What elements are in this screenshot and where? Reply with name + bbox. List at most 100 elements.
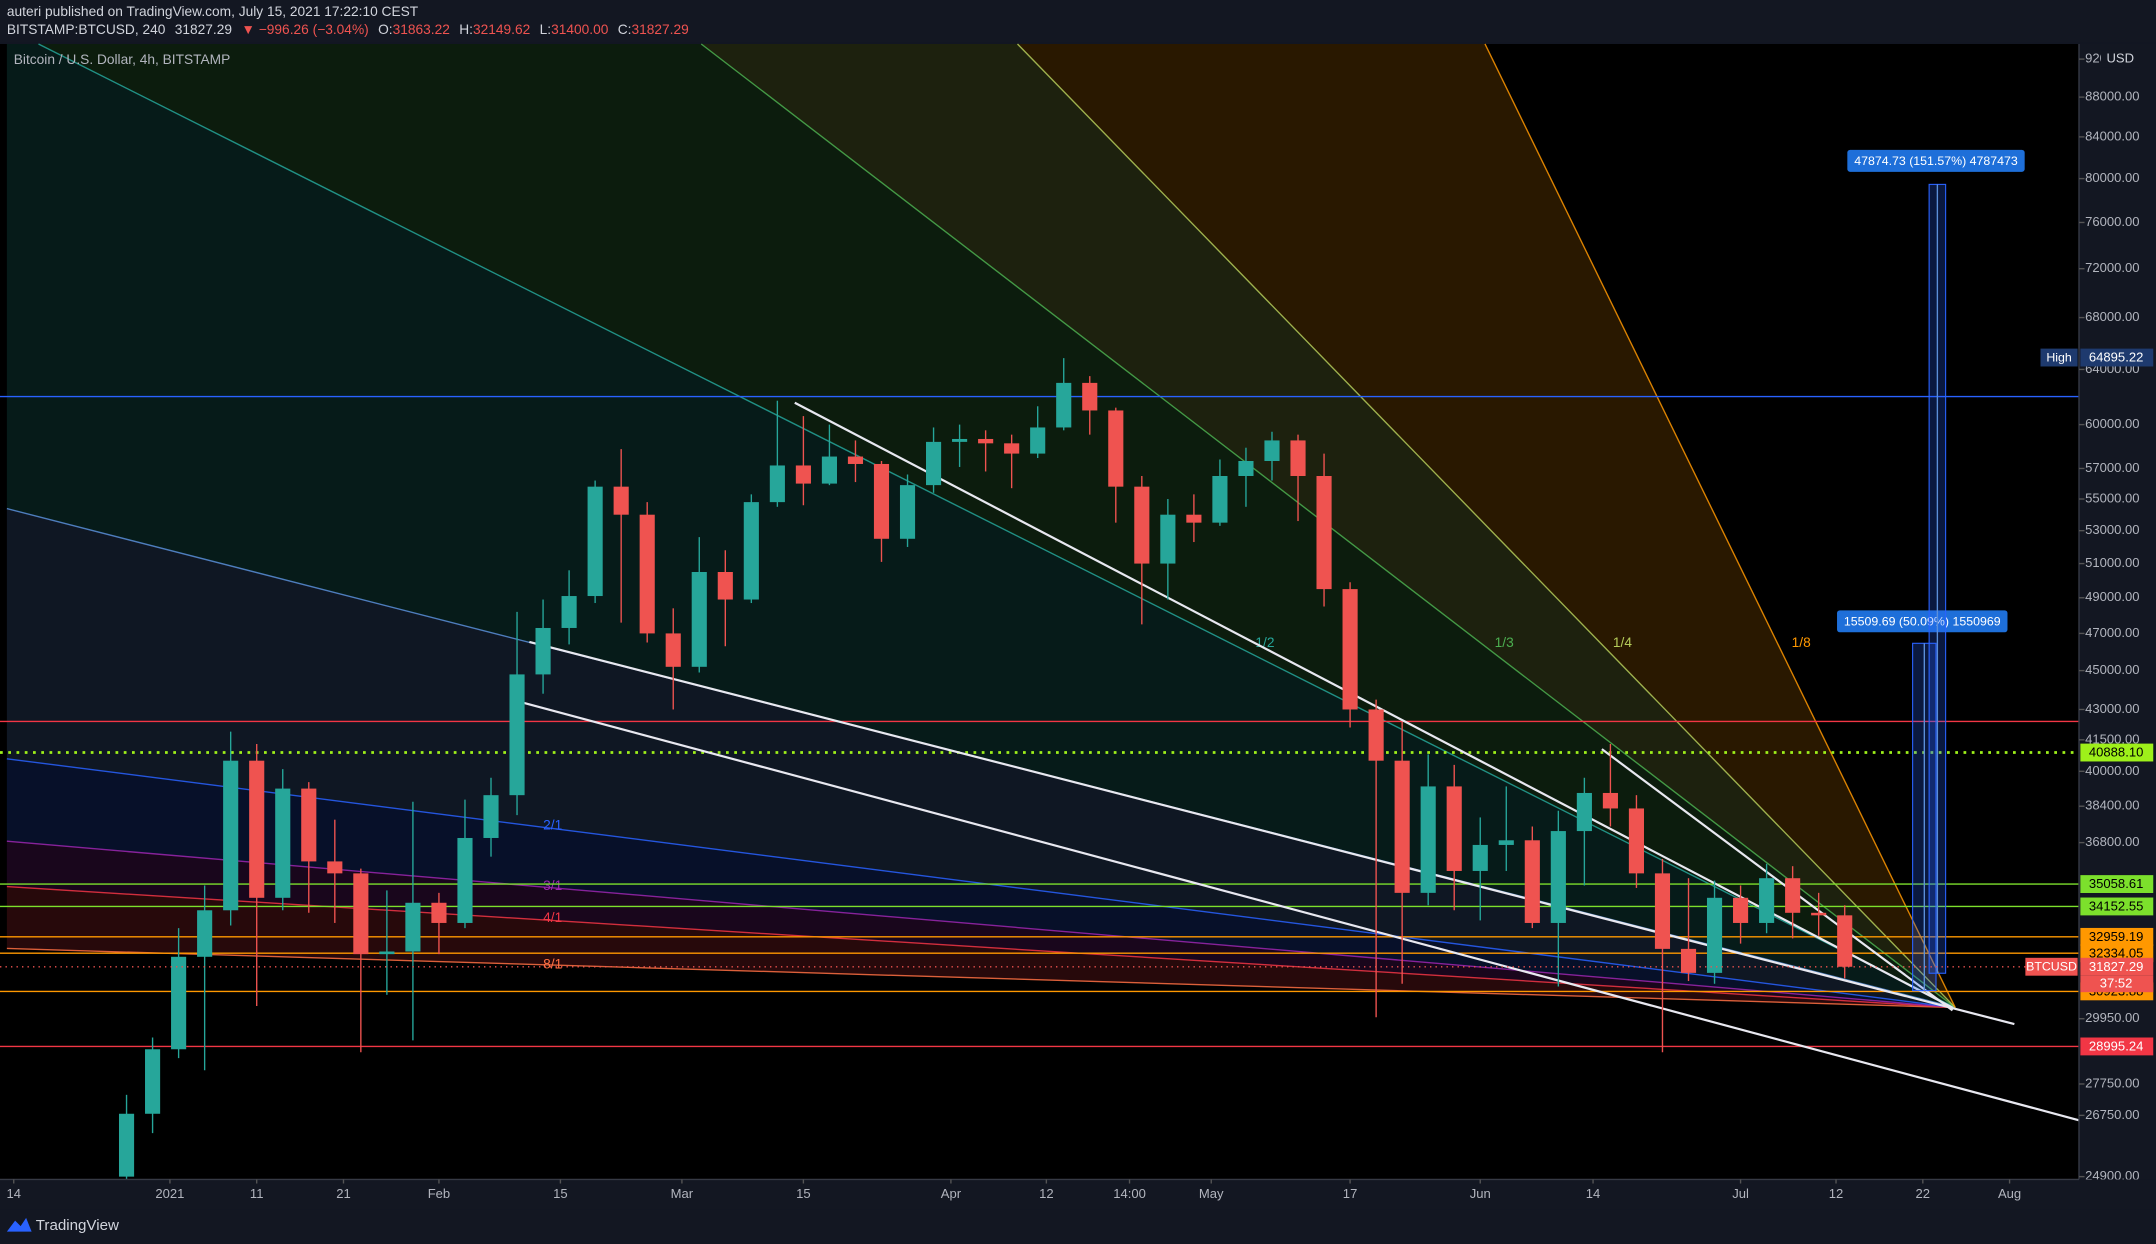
candle-body xyxy=(1004,443,1020,454)
fan-label: 1/3 xyxy=(1495,635,1514,650)
candle-body xyxy=(1056,382,1072,428)
x-tick-label: 2021 xyxy=(155,1186,184,1201)
candle-body xyxy=(795,465,811,484)
candle-body xyxy=(1524,840,1540,923)
y-tick-label: 88000.00 xyxy=(2085,89,2139,104)
high-name-bg xyxy=(2040,348,2078,367)
y-tick-label: 47000.00 xyxy=(2085,625,2139,640)
fan-zone xyxy=(6,43,1956,1008)
level-tag-bg xyxy=(2080,897,2154,916)
y-tick-label: 24900.00 xyxy=(2085,1168,2139,1183)
candle-body xyxy=(457,837,473,923)
ohlc-value: 31400.00 xyxy=(551,22,609,37)
x-tick-label: 17 xyxy=(1343,1186,1358,1201)
candle-body xyxy=(978,438,994,444)
candle-body xyxy=(1576,792,1592,832)
publisher: auteri published on TradingView.com, Jul… xyxy=(7,4,419,19)
x-tick-label: May xyxy=(1199,1186,1224,1201)
logo xyxy=(6,1217,32,1232)
level-tag: 28995.24 xyxy=(2089,1039,2143,1054)
high-name: High xyxy=(2046,350,2072,364)
plot-area xyxy=(0,43,2079,1180)
candle-body xyxy=(1160,514,1176,564)
x-tick-label: 14 xyxy=(6,1186,21,1201)
level-tag: 34152.55 xyxy=(2089,899,2143,914)
fan-label: 3/1 xyxy=(543,878,562,893)
y-tick-label: 41500.00 xyxy=(2085,731,2139,746)
measure-label-bg xyxy=(1847,149,2025,172)
y-tick-label: 43000.00 xyxy=(2085,701,2139,716)
candle-body xyxy=(171,956,187,1050)
high-tag-bg xyxy=(2080,348,2154,367)
candle-body xyxy=(1680,948,1697,973)
y-tick-label: 51000.00 xyxy=(2085,555,2139,570)
level-tag-bg xyxy=(2080,927,2154,946)
candle-body xyxy=(1550,831,1566,923)
candle-body xyxy=(1134,486,1150,564)
measure-label-bg xyxy=(1837,610,2008,633)
level-tag: 32959.19 xyxy=(2089,929,2143,944)
level-tag-bg xyxy=(2080,875,2154,894)
time-axis-bg xyxy=(0,1179,2156,1210)
candle-body xyxy=(1420,786,1436,893)
level-tag-bg xyxy=(2080,743,2154,762)
x-tick-label: 15 xyxy=(796,1186,811,1201)
fan-line xyxy=(6,758,1956,1009)
fan-label: 1/8 xyxy=(1792,635,1811,650)
fan-line xyxy=(1484,43,1956,1008)
symbol-tag-bg xyxy=(2025,957,2078,976)
candle-body xyxy=(1785,878,1801,913)
ohlc-value: 31863.22 xyxy=(393,22,450,37)
candle-body xyxy=(509,674,525,796)
unit-box xyxy=(2101,50,2140,68)
candle-body xyxy=(1498,840,1514,845)
y-tick-label: 49000.00 xyxy=(2085,589,2139,604)
x-tick-label: 15 xyxy=(553,1186,568,1201)
y-tick-label: 80000.00 xyxy=(2085,170,2139,185)
candle-body xyxy=(925,441,942,486)
x-tick-label: Mar xyxy=(671,1186,694,1201)
y-tick-label: 38400.00 xyxy=(2085,798,2139,813)
measure-label: 47874.73 (151.57%) 4787473 xyxy=(1854,154,2018,168)
x-tick-label: Feb xyxy=(428,1186,450,1201)
candle-body xyxy=(431,902,447,923)
ohlc-label: O: xyxy=(378,22,393,37)
ohlc-value: 32149.62 xyxy=(473,22,530,37)
candle-body xyxy=(717,571,733,600)
fan-label: 2/1 xyxy=(543,818,562,833)
ohlc-label: L: xyxy=(540,22,551,37)
x-tick-label: 12 xyxy=(1829,1186,1844,1201)
candle-body xyxy=(1446,786,1462,871)
x-tick-label: 14:00 xyxy=(1113,1186,1146,1201)
change: ▼ −996.26 (−3.04%) xyxy=(241,22,368,37)
y-tick-label: 27750.00 xyxy=(2085,1075,2139,1090)
candle-body xyxy=(327,861,343,874)
chart-title: Bitcoin / U.S. Dollar, 4h, BITSTAMP xyxy=(14,52,231,67)
level-tag-bg xyxy=(2080,1037,2154,1056)
y-tick-label: 53000.00 xyxy=(2085,522,2139,537)
x-tick-label: Jul xyxy=(1732,1186,1749,1201)
x-tick-label: 14 xyxy=(1586,1186,1601,1201)
candle-body xyxy=(1264,440,1280,461)
last-price-tag-bg xyxy=(2080,957,2154,976)
candle-body xyxy=(1108,410,1124,487)
candle-body xyxy=(691,571,707,667)
candle-body xyxy=(379,951,395,955)
high-tag: 64895.22 xyxy=(2089,350,2143,365)
fan-line xyxy=(1017,43,1956,1009)
candle-body xyxy=(1602,792,1618,809)
y-tick-label: 76000.00 xyxy=(2085,214,2139,229)
candle-body xyxy=(249,760,265,898)
x-tick-label: 21 xyxy=(336,1186,351,1201)
fan-label: 8/1 xyxy=(543,957,562,972)
candle-body xyxy=(275,788,291,898)
candle-body xyxy=(1759,878,1775,923)
candle-body xyxy=(1212,475,1228,523)
candle-body xyxy=(1706,897,1723,973)
candle-body xyxy=(197,910,213,957)
candle-body xyxy=(1811,912,1827,916)
ohlc-label: C: xyxy=(618,22,632,37)
candle-body xyxy=(1472,844,1488,871)
